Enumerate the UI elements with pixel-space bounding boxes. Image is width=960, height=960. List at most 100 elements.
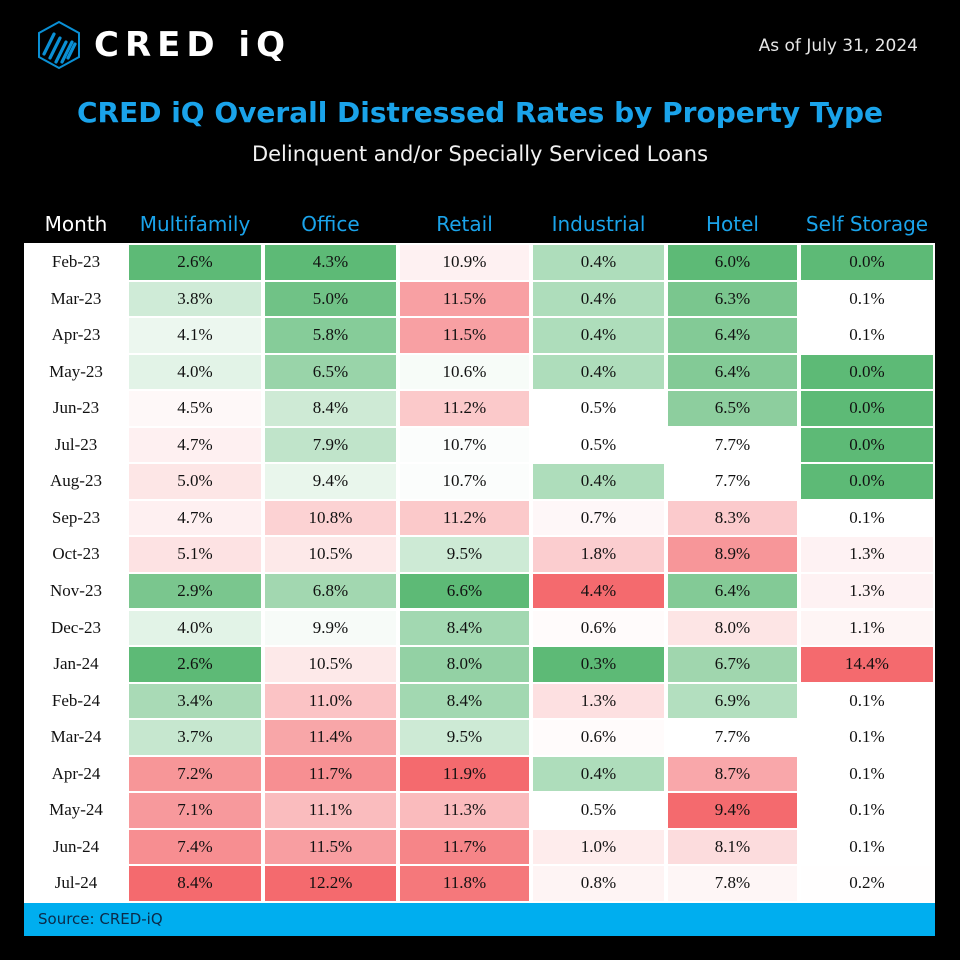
rate-cell-office: 5.8% [265,318,396,353]
rate-cell-office: 8.4% [265,391,396,426]
rate-cell-industrial: 1.0% [533,829,664,865]
rate-cell-office: 11.7% [265,756,396,792]
month-label: Jun-23 [52,398,100,418]
rate-cell-self-storage: 0.0% [801,245,933,280]
rate-cell-industrial: 0.4% [533,464,664,499]
rate-cell-hotel: 6.9% [668,683,797,719]
rate-cell-retail: 11.2% [400,391,529,426]
rate-cell-industrial: 0.4% [533,756,664,792]
logo-text: CRED iQ [94,25,291,65]
month-label: Aug-23 [50,471,102,491]
month-label: Jan-24 [53,654,99,674]
month-label: May-24 [49,800,103,820]
rate-cell-self-storage: 0.1% [801,756,933,792]
rate-cell-hotel: 6.4% [668,354,797,390]
rate-cell-self-storage: 0.1% [801,793,933,828]
rate-cell-hotel: 7.7% [668,720,797,755]
source-footer: Source: CRED-iQ [24,903,935,936]
column-header-month: Month [44,212,108,236]
rate-cell-office: 7.9% [265,427,396,463]
table-row: Aug-23 5.0% 9.4% 10.7% 0.4% 7.7% 0.0% [24,463,935,500]
rate-cell-office: 6.8% [265,573,396,609]
table-row: Jun-23 4.5% 8.4% 11.2% 0.5% 6.5% 0.0% [24,390,935,427]
rate-cell-office: 4.3% [265,245,396,280]
rate-cell-multifamily: 4.1% [129,318,261,353]
rate-cell-self-storage: 0.1% [801,720,933,755]
rate-cell-retail: 8.4% [400,683,529,719]
table-row: Apr-23 4.1% 5.8% 11.5% 0.4% 6.4% 0.1% [24,317,935,354]
rate-cell-self-storage: 1.3% [801,573,933,609]
rate-cell-retail: 10.9% [400,245,529,280]
table-row: Dec-23 4.0% 9.9% 8.4% 0.6% 8.0% 1.1% [24,610,935,647]
rate-cell-hotel: 8.9% [668,537,797,572]
rate-cell-retail: 11.5% [400,281,529,317]
logo-mark-icon [38,20,80,70]
column-header-multifamily: Multifamily [139,212,251,236]
rate-cell-industrial: 0.5% [533,427,664,463]
rate-cell-multifamily: 3.7% [129,720,261,755]
month-label: Jul-23 [54,434,98,454]
rate-cell-office: 10.5% [265,647,396,682]
rate-cell-self-storage: 0.0% [801,354,933,390]
rate-cell-hotel: 7.7% [668,464,797,499]
rate-cell-multifamily: 4.0% [129,354,261,390]
rate-cell-office: 11.1% [265,793,396,828]
rate-cell-multifamily: 4.7% [129,500,261,536]
column-header-self-storage: Self Storage [805,212,929,236]
month-label: Mar-24 [50,727,102,747]
table-row: May-24 7.1% 11.1% 11.3% 0.5% 9.4% 0.1% [24,792,935,829]
rate-cell-hotel: 6.5% [668,391,797,426]
rate-cell-retail: 11.8% [400,866,529,901]
rate-cell-industrial: 0.5% [533,793,664,828]
header: CRED iQ As of July 31, 2024 [0,0,960,92]
rate-cell-multifamily: 5.1% [129,537,261,572]
rate-cell-office: 9.4% [265,464,396,499]
rate-cell-multifamily: 4.0% [129,610,261,646]
rate-cell-retail: 11.3% [400,793,529,828]
month-label: Jul-24 [54,873,98,893]
rate-cell-hotel: 9.4% [668,793,797,828]
data-table [24,243,935,903]
month-label: Apr-24 [51,763,101,783]
rate-cell-hotel: 6.0% [668,245,797,280]
table-row: Jul-24 8.4% 12.2% 11.8% 0.8% 7.8% 0.2% [24,865,935,902]
rate-cell-office: 9.9% [265,610,396,646]
month-label: Sep-23 [51,507,101,527]
rate-cell-retail: 11.5% [400,318,529,353]
month-label: Mar-23 [50,288,102,308]
column-header-hotel: Hotel [706,212,759,236]
rate-cell-multifamily: 5.0% [129,464,261,499]
column-header-retail: Retail [436,212,493,236]
rate-cell-office: 11.4% [265,720,396,755]
rate-cell-multifamily: 7.4% [129,829,261,865]
rate-cell-multifamily: 8.4% [129,866,261,901]
table-row: May-23 4.0% 6.5% 10.6% 0.4% 6.4% 0.0% [24,354,935,391]
rate-cell-industrial: 1.3% [533,683,664,719]
rate-cell-industrial: 0.4% [533,281,664,317]
rate-cell-office: 11.5% [265,829,396,865]
rate-cell-multifamily: 3.8% [129,281,261,317]
rate-cell-multifamily: 2.6% [129,647,261,682]
source-text: Source: CRED-iQ [38,910,163,928]
rate-cell-multifamily: 3.4% [129,683,261,719]
rate-cell-industrial: 0.4% [533,354,664,390]
rate-cell-industrial: 0.6% [533,610,664,646]
rate-cell-self-storage: 1.1% [801,610,933,646]
rate-cell-self-storage: 0.0% [801,391,933,426]
rate-cell-industrial: 0.4% [533,318,664,353]
rate-cell-retail: 11.2% [400,500,529,536]
rate-cell-retail: 6.6% [400,573,529,609]
rate-cell-hotel: 8.0% [668,610,797,646]
rate-cell-multifamily: 2.9% [129,573,261,609]
rate-cell-industrial: 1.8% [533,537,664,572]
rate-cell-office: 6.5% [265,354,396,390]
column-header-office: Office [301,212,360,236]
table-row: Mar-24 3.7% 11.4% 9.5% 0.6% 7.7% 0.1% [24,719,935,756]
rate-cell-self-storage: 0.0% [801,427,933,463]
table-row: Jan-24 2.6% 10.5% 8.0% 0.3% 6.7% 14.4% [24,646,935,683]
month-label: Feb-24 [51,690,101,710]
month-label: Feb-23 [51,252,101,271]
rate-cell-industrial: 0.8% [533,866,664,901]
month-label: Nov-23 [50,580,102,600]
